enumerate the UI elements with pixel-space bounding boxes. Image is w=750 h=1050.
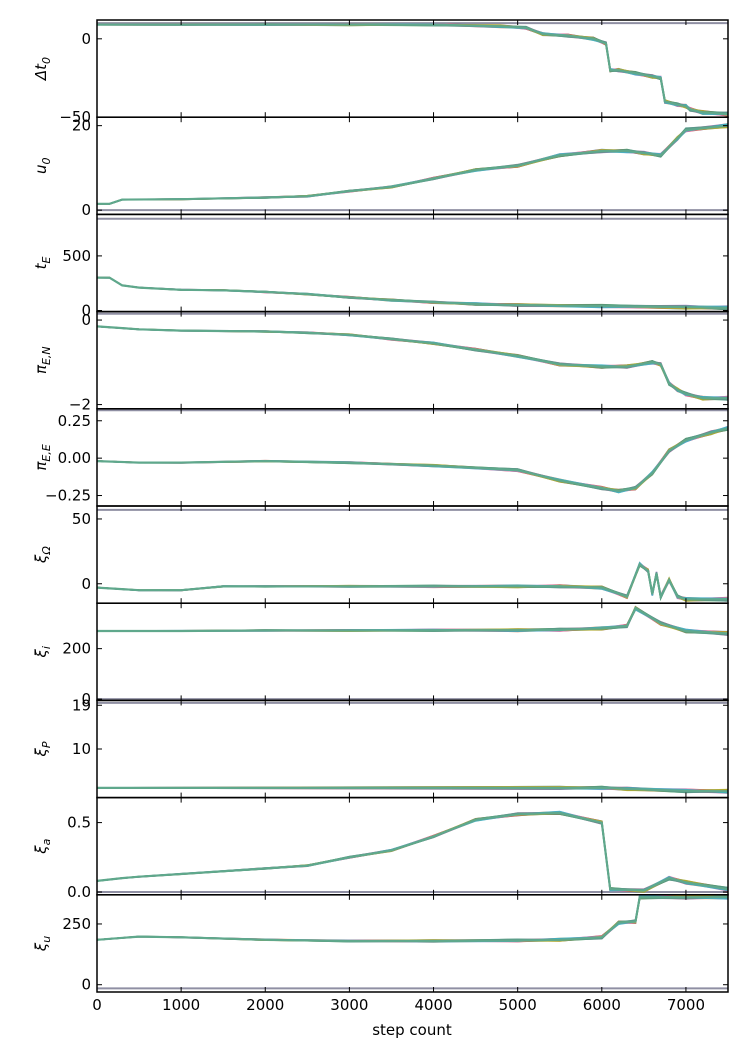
walker-trace-main <box>97 896 728 943</box>
y-axis-label-subscript: u <box>40 936 53 943</box>
y-tick-label: 0.00 <box>58 449 91 467</box>
y-tick-label: 0 <box>81 302 91 320</box>
x-tick-label: 4000 <box>414 996 452 1014</box>
y-axis-label: ξi <box>32 646 53 658</box>
walker-trace-main <box>97 811 728 892</box>
panel-2: 500 0 tE <box>32 213 729 320</box>
y-tick-label: 50 <box>72 510 91 528</box>
y-axis-label-base: t <box>32 262 50 269</box>
y-axis-label-subscript: P <box>40 741 53 748</box>
y-tick-label: 0 <box>81 30 91 48</box>
panel-plot-area <box>97 701 728 794</box>
y-axis-label-subscript: E,N <box>40 346 53 365</box>
y-tick-label: −2 <box>69 396 91 414</box>
panel-plot-area <box>97 217 728 311</box>
y-tick-label: 20 <box>72 117 91 135</box>
y-axis-label-base: Δt <box>32 63 50 81</box>
walker-trace-main <box>97 276 728 309</box>
panel-7: 19 10 ξP <box>32 696 729 799</box>
panel-8: 0.5 0.0 ξa <box>32 796 729 901</box>
y-tick-label: 200 <box>62 640 91 658</box>
x-tick-label: 5000 <box>499 996 537 1014</box>
panel-plot-area <box>97 605 728 701</box>
y-axis-label: Δt0 <box>32 57 53 81</box>
y-axis-label-subscript: 0 <box>40 57 53 64</box>
y-axis-label: u0 <box>32 158 53 175</box>
y-axis-label-base: π <box>32 364 50 374</box>
y-axis-label: ξP <box>32 741 53 757</box>
y-tick-label: 19 <box>72 696 91 714</box>
y-axis-label-subscript: 0 <box>40 158 53 165</box>
y-axis-label-base: ξ <box>32 748 50 758</box>
y-axis-label: ξu <box>32 936 53 952</box>
panel-plot-area <box>97 123 728 212</box>
panel-5: 50 0 ξΩ <box>32 505 729 604</box>
y-tick-label: 0 <box>81 311 91 329</box>
y-axis-label-base: u <box>32 165 50 175</box>
y-tick-label: 0 <box>81 690 91 708</box>
walker-trace-main <box>97 427 728 493</box>
x-tick-label: 7000 <box>667 996 705 1014</box>
x-axis-title: step count <box>372 1021 452 1039</box>
y-tick-label: 10 <box>72 740 91 758</box>
panel-frame <box>96 894 729 993</box>
walker-trace-main <box>97 606 728 635</box>
y-tick-label: 500 <box>62 247 91 265</box>
y-axis-label-subscript: E,E <box>40 444 53 461</box>
y-axis-label-base: ξ <box>32 845 50 855</box>
panel-plot-area <box>97 409 728 494</box>
y-tick-label: 250 <box>62 915 91 933</box>
y-axis-label: πE,N <box>32 346 53 374</box>
y-axis-label-subscript: i <box>40 646 53 649</box>
x-tick-label: 1000 <box>162 996 200 1014</box>
walker-trace-main <box>97 124 728 205</box>
panel-3: 0 −2 πE,N <box>32 310 729 414</box>
y-axis-label-base: π <box>32 461 50 471</box>
y-axis-label-subscript: a <box>40 838 53 845</box>
panel-plot-area <box>97 312 728 401</box>
walker-trace-main <box>97 786 728 793</box>
walker-trace-main <box>97 562 728 601</box>
y-axis-label: tE <box>32 257 53 270</box>
y-axis-label-base: ξ <box>32 649 50 659</box>
panel-plot-area <box>97 22 728 117</box>
y-tick-label: −0.25 <box>45 487 91 505</box>
y-axis-label-base: ξ <box>32 554 50 564</box>
y-axis-label-base: ξ <box>32 942 50 952</box>
panels-group: 0−50Δt0200u05000tE0−2πE,N0.250.00−0.25πE… <box>32 19 729 1014</box>
y-tick-label: 0 <box>81 201 91 219</box>
walker-trace-main <box>97 325 728 400</box>
y-axis-label-subscript: Ω <box>40 546 53 556</box>
x-tick-label: 6000 <box>583 996 621 1014</box>
panel-plot-area <box>97 810 728 894</box>
panel-9: 250 0 ξu <box>32 894 729 994</box>
y-axis-label: πE,E <box>32 444 53 470</box>
x-tick-label: 3000 <box>330 996 368 1014</box>
y-tick-label: 0.0 <box>67 883 91 901</box>
y-tick-label: 0.5 <box>67 814 91 832</box>
x-tick-label: 2000 <box>246 996 284 1014</box>
y-axis-label: ξΩ <box>32 546 53 564</box>
panel-plot-area <box>97 508 728 602</box>
x-tick-label: 0 <box>92 996 102 1014</box>
panel-plot-area <box>97 894 728 990</box>
y-tick-label: −50 <box>59 108 91 126</box>
y-tick-label: 0 <box>81 976 91 994</box>
y-axis-label-subscript: E <box>40 257 53 264</box>
y-tick-label: 0.25 <box>58 412 91 430</box>
panel-4: 0.25 0.00 −0.25 πE,E <box>32 408 729 507</box>
y-axis-label: ξa <box>32 838 53 854</box>
y-tick-label: 0 <box>81 575 91 593</box>
walker-trace-main <box>97 23 728 116</box>
panel-6: 200 0 ξi <box>32 602 729 708</box>
